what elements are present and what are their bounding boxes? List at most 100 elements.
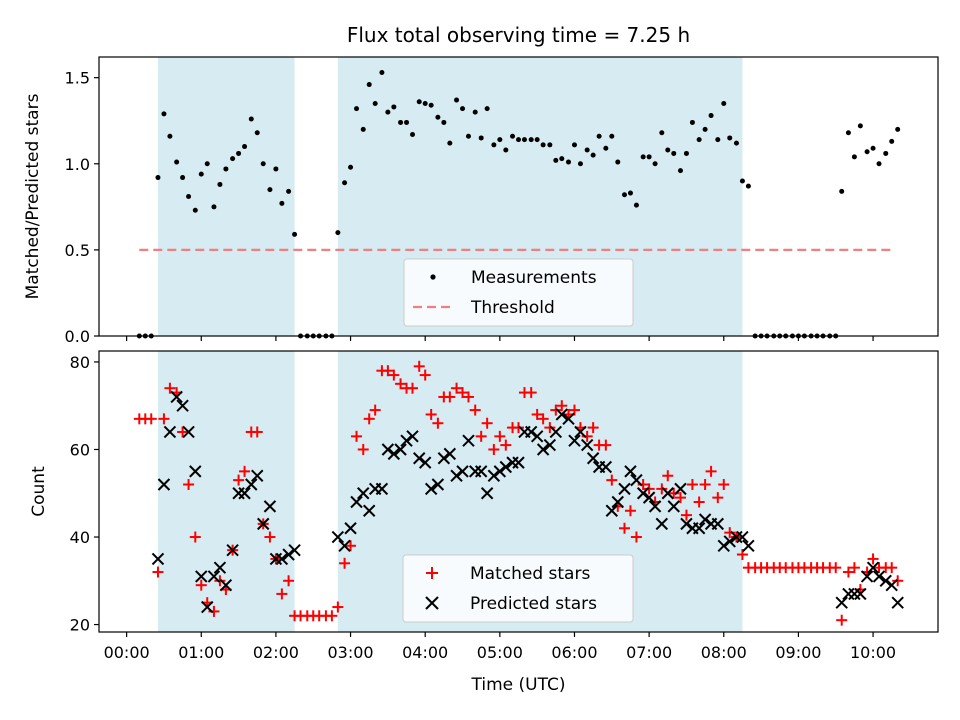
matched-stars-point (251, 426, 263, 438)
predicted-stars-point (394, 443, 407, 456)
matched-stars-point (494, 430, 506, 442)
y-tick-label: 80 (70, 353, 90, 372)
measurements-point (534, 137, 540, 143)
predicted-stars-point (381, 443, 395, 456)
predicted-stars-point (717, 539, 730, 552)
measurements-point (441, 119, 447, 125)
measurements-point (596, 133, 602, 139)
measurements-point (248, 116, 254, 122)
measurements-point (292, 231, 298, 237)
measurements-point (497, 137, 503, 143)
matched-stars-point (357, 443, 369, 455)
x-axis-label: Time (UTC) (471, 675, 566, 695)
predicted-stars-point (413, 452, 426, 465)
x-tick-label: 00:00 (104, 643, 150, 662)
y-tick-label: 1.5 (65, 69, 90, 88)
x-tick-label: 06:00 (551, 643, 597, 662)
predicted-stars-point (674, 482, 687, 496)
matched-stars-point (425, 408, 437, 420)
predicted-stars-point (456, 465, 469, 478)
measurements-point (447, 140, 453, 146)
predicted-stars-point (618, 482, 631, 496)
measurements-point (335, 230, 341, 236)
matched-stars-point (848, 562, 860, 574)
measurements-point (186, 194, 192, 199)
matched-stars-point (587, 422, 599, 434)
measurements-point (260, 161, 266, 167)
measurements-point (478, 135, 484, 141)
predicted-stars-point (562, 412, 575, 426)
predicted-stars-point (586, 452, 600, 465)
matched-stars-point (556, 400, 568, 412)
measurements-point (454, 97, 460, 103)
matched-stars-point (332, 601, 344, 613)
y-tick-label: 0.0 (65, 327, 90, 346)
measurements-point (640, 154, 646, 160)
matched-stars-point (351, 430, 363, 442)
matched-stars-point (395, 378, 407, 390)
measurements-point (689, 119, 695, 125)
ratio-legend: Measurements Threshold (403, 258, 634, 327)
measurements-point (410, 132, 416, 137)
matched-stars-point (419, 369, 431, 381)
matched-stars-point (842, 566, 854, 578)
matched-stars-point (630, 531, 642, 543)
matched-stars-point (214, 575, 226, 587)
predicted-stars-point (642, 491, 656, 504)
predicted-stars-point (400, 434, 413, 447)
count-y-axis: 20 40 60 80 (70, 353, 99, 635)
predicted-stars-point (512, 456, 525, 469)
predicted-stars-point (363, 504, 376, 517)
measurements-point (491, 142, 497, 148)
ratio-x-ticks (126, 336, 874, 341)
predicted-stars-point (219, 578, 233, 592)
matched-stars-point (451, 382, 463, 394)
predicted-stars-point (275, 552, 289, 566)
measurements-point (671, 150, 677, 156)
predicted-stars-point (860, 570, 874, 583)
matched-legend-marker (426, 567, 438, 579)
y-tick-label: 60 (70, 440, 90, 459)
matched-stars-point (568, 404, 580, 416)
measurements-point (236, 150, 242, 156)
matched-stars-point (233, 474, 245, 486)
measurements-point (615, 159, 621, 165)
predicted-stars-point (536, 443, 550, 456)
predicted-stars-point (245, 478, 258, 491)
predicted-stars-point (835, 596, 848, 609)
predicted-stars-point (151, 552, 165, 566)
y-tick-label: 40 (70, 528, 90, 547)
measurements-point (204, 161, 210, 167)
measurements-point (566, 159, 572, 165)
matched-stars-point (699, 478, 711, 490)
matched-stars-point (643, 483, 655, 495)
predicted-stars-point (288, 543, 301, 557)
matched-stars-point (276, 588, 288, 600)
predicted-stars-point (854, 587, 867, 601)
predicted-stars-point (543, 438, 557, 452)
predicted-stars-point (661, 487, 674, 500)
predicted-stars-point (711, 517, 725, 531)
measurements-point (864, 149, 870, 155)
matched-stars-point (488, 443, 500, 455)
matched-stars-point (693, 496, 705, 508)
predicted-stars-point (648, 500, 662, 513)
measurements-point (652, 161, 658, 167)
predicted-stars-point (866, 561, 880, 574)
matched-stars-point (413, 360, 425, 372)
measurements-point (254, 130, 260, 136)
predicted-stars-point (723, 535, 736, 548)
predicted-stars-point (474, 465, 488, 478)
measurements-point (745, 183, 751, 189)
measurements-point (404, 119, 410, 125)
matched-stars-point (544, 422, 556, 434)
predicted-stars-point (387, 447, 401, 461)
measurements-point (857, 123, 863, 129)
measurements-point (839, 188, 845, 194)
matched-stars-point (531, 408, 543, 420)
measurements-point (571, 142, 577, 148)
matched-stars-point (345, 540, 357, 552)
measurements-point (889, 138, 895, 144)
measurements-point (416, 99, 422, 105)
